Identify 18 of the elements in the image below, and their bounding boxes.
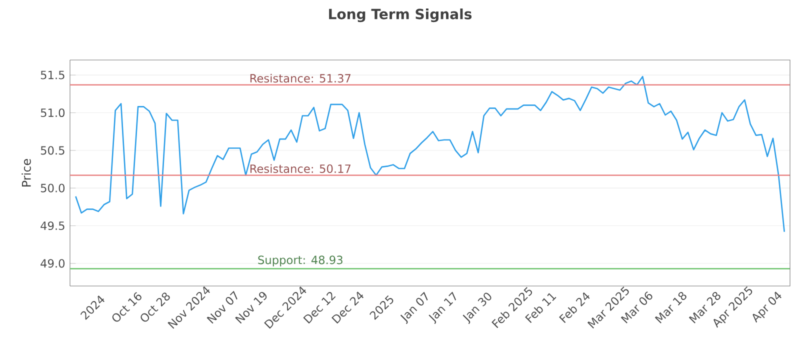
y-tick-label: 49.5 bbox=[40, 221, 64, 230]
y-tick-label: 50.5 bbox=[40, 146, 64, 155]
x-tick-label: Apr 04 bbox=[752, 292, 782, 323]
x-tick-label: Mar 18 bbox=[654, 292, 686, 324]
y-tick-label: 49.0 bbox=[40, 259, 65, 268]
x-tick-label: Jan 30 bbox=[462, 292, 492, 324]
x-tick-label: Oct 28 bbox=[140, 292, 170, 322]
y-tick-label: 51.5 bbox=[40, 70, 64, 80]
x-tick-label: Oct 16 bbox=[112, 292, 142, 322]
ref-line-label: Resistance: 50.17 bbox=[250, 164, 351, 173]
y-tick-label: 51.0 bbox=[40, 108, 65, 118]
x-tick-label: Jan 17 bbox=[428, 292, 456, 324]
ref-line-label: Resistance: 51.37 bbox=[250, 74, 351, 83]
chart-title: Long Term Signals bbox=[329, 8, 472, 22]
ref-line-label: Support: 48.93 bbox=[258, 256, 342, 266]
y-tick-label: 50.0 bbox=[40, 184, 65, 192]
y-axis-title: Price bbox=[22, 158, 31, 186]
x-tick-label: Jan 07 bbox=[400, 292, 428, 324]
